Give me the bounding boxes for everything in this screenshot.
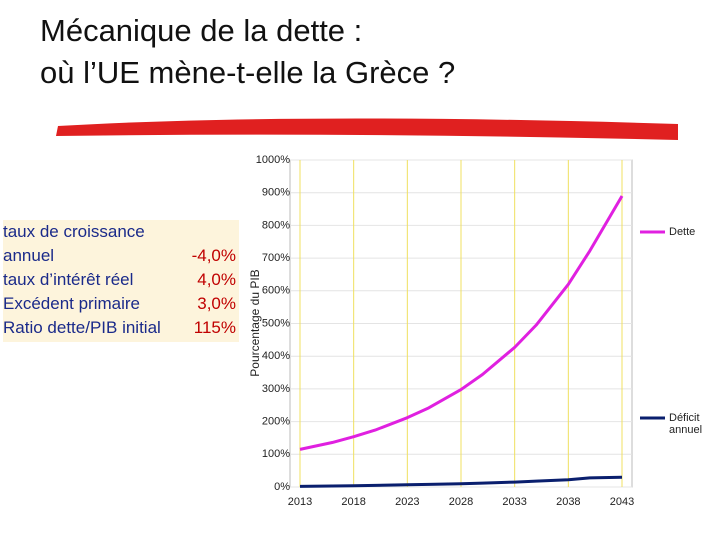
parameter-value: 115% — [193, 318, 236, 337]
parameter-row: Ratio dette/PIB initial 115% — [3, 316, 239, 340]
parameter-table: taux de croissance annuel -4,0% taux d’int… — [3, 220, 239, 342]
x-tick-label: 2043 — [610, 496, 634, 508]
legend-label: Déficit annuel — [669, 412, 703, 436]
parameter-value: 4,0% — [197, 270, 236, 289]
y-tick-label: 900% — [262, 187, 290, 199]
parameter-row: taux de croissance annuel -4,0% — [3, 220, 239, 268]
series-line — [299, 475, 623, 488]
parameter-value: -4,0% — [191, 246, 236, 265]
parameter-row: taux d’intérêt réel 4,0% — [3, 268, 239, 292]
y-axis-label: Pourcentage du PIB — [248, 269, 262, 376]
red-stroke — [56, 118, 678, 140]
x-tick-label: 2038 — [556, 496, 580, 508]
y-tick-label: 700% — [262, 252, 290, 264]
y-tick-label: 600% — [262, 285, 290, 297]
series-line — [299, 195, 624, 451]
legend-label: Dette — [669, 226, 696, 238]
y-tick-label: 400% — [262, 350, 290, 362]
y-tick-label: 300% — [262, 383, 290, 395]
y-tick-label: 800% — [262, 219, 290, 231]
x-tick-label: 2028 — [449, 496, 473, 508]
title-line: Mécanique de la dette : — [40, 13, 363, 48]
y-tick-label: 500% — [262, 317, 290, 329]
title-line: où l’UE mène-t-elle la Grèce ? — [40, 55, 456, 90]
x-tick-label: 2033 — [502, 496, 526, 508]
y-tick-label: 1000% — [256, 154, 290, 166]
x-tick-label: 2023 — [395, 496, 419, 508]
parameter-label: taux de croissance annuel — [3, 222, 145, 265]
y-tick-label: 0% — [274, 481, 290, 493]
y-tick-label: 100% — [262, 448, 290, 460]
x-tick-label: 2018 — [341, 496, 365, 508]
parameter-label: taux d’intérêt réel — [3, 270, 134, 289]
parameter-row: Excédent primaire 3,0% — [3, 292, 239, 316]
parameter-label: Ratio dette/PIB initial — [3, 318, 161, 337]
title: Mécanique de la dette : où l’UE mène-t-e… — [40, 10, 455, 94]
parameter-label: Excédent primaire — [3, 294, 141, 313]
x-tick-label: 2013 — [288, 496, 312, 508]
y-tick-label: 200% — [262, 416, 290, 428]
parameter-value: 3,0% — [197, 294, 236, 313]
